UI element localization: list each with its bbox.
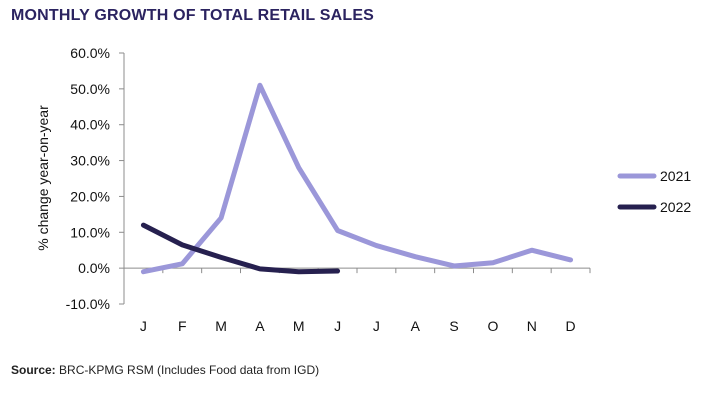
x-tick-label: J — [140, 318, 147, 334]
source-note: Source: BRC-KPMG RSM (Includes Food data… — [11, 363, 319, 377]
x-tick-label: A — [411, 318, 421, 334]
chart-title: MONTHLY GROWTH OF TOTAL RETAIL SALES — [11, 7, 375, 24]
legend-label-2021: 2021 — [660, 168, 691, 184]
legend-label-2022: 2022 — [660, 199, 691, 215]
y-tick-label: 20.0% — [70, 188, 110, 204]
x-tick-label: S — [449, 318, 458, 334]
x-tick-label: N — [527, 318, 537, 334]
y-tick-label: -10.0% — [66, 296, 110, 312]
x-tick-label: M — [293, 318, 305, 334]
y-axis-label: % change year-on-year — [35, 105, 51, 251]
y-tick-labels: -10.0% 0.0% 10.0% 20.0% 30.0% 40.0% 50.0% 60.0% — [66, 45, 110, 312]
series-line-2022 — [140, 222, 341, 275]
y-tick-label: 0.0% — [78, 260, 110, 276]
y-tick-label: 10.0% — [70, 224, 110, 240]
x-tick-label: A — [255, 318, 265, 334]
x-tick-label: F — [178, 318, 187, 334]
x-tick-label: M — [215, 318, 227, 334]
x-tick-label: J — [373, 318, 380, 334]
legend: 2021 2022 — [617, 168, 691, 215]
x-tick-label: O — [487, 318, 498, 334]
source-text: BRC-KPMG RSM (Includes Food data from IG… — [59, 363, 320, 377]
y-tick-label: 40.0% — [70, 117, 110, 133]
x-tick-label: D — [566, 318, 576, 334]
y-tick-label: 30.0% — [70, 153, 110, 169]
source-label: Source: — [11, 363, 56, 377]
y-tick-label: 50.0% — [70, 81, 110, 97]
series-lines — [140, 82, 574, 275]
y-tick-label: 60.0% — [70, 45, 110, 61]
axes — [119, 52, 591, 305]
series-line-2021 — [140, 82, 574, 275]
x-tick-label: J — [334, 318, 341, 334]
